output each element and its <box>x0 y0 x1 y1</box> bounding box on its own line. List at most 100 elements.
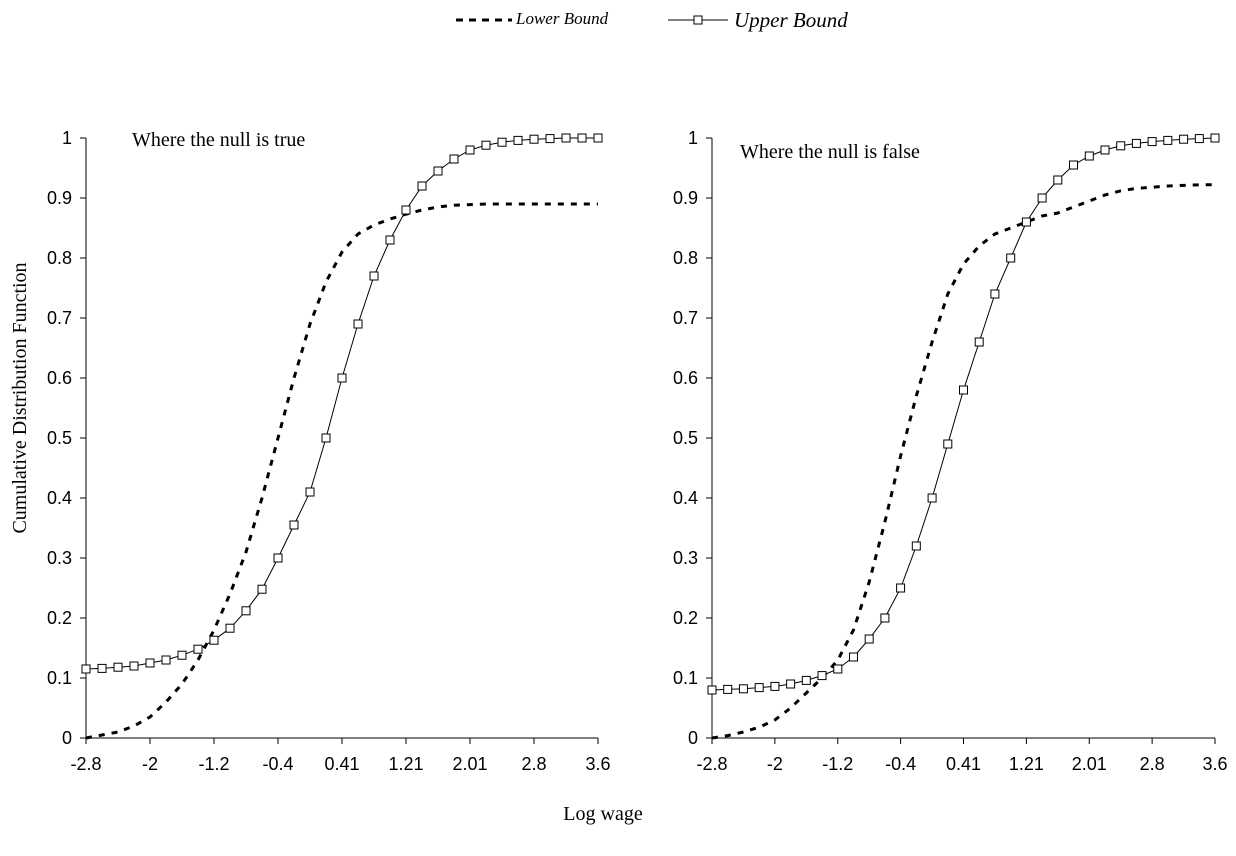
y-tick-label: 1 <box>688 128 698 148</box>
upper-bound-point <box>449 154 459 164</box>
upper-bound-point <box>849 652 858 662</box>
x-tick-label: 3.6 <box>1202 754 1227 774</box>
upper-bound-point <box>1131 138 1141 148</box>
lower-bound-line <box>85 202 598 740</box>
upper-bound-point <box>273 553 283 563</box>
x-tick-label: 2.01 <box>1072 754 1107 774</box>
upper-bound-point <box>385 235 395 245</box>
upper-bound-point <box>1084 151 1094 161</box>
y-tick-label: 0.1 <box>47 668 72 688</box>
upper-bound-line <box>85 137 598 670</box>
x-tick-label: 0.41 <box>946 754 981 774</box>
upper-bound-point <box>561 133 571 143</box>
y-tick-label: 0.1 <box>673 668 698 688</box>
upper-bound-point <box>545 134 555 144</box>
upper-bound-point <box>433 166 443 176</box>
upper-bound-point <box>97 663 107 673</box>
y-tick-label: 0.8 <box>673 248 698 268</box>
y-tick-label: 0.5 <box>673 428 698 448</box>
x-tick-label: -0.4 <box>885 754 916 774</box>
upper-bound-point <box>1053 175 1063 185</box>
y-tick-label: 0.7 <box>47 308 72 328</box>
upper-bound-point <box>81 664 91 674</box>
upper-bound-point <box>1021 217 1031 227</box>
y-tick-label: 0.5 <box>47 428 72 448</box>
legend: Lower Bound Upper Bound <box>456 8 848 32</box>
panel-annotation: Where the null is true <box>132 129 305 151</box>
upper-bound-point <box>911 541 921 551</box>
legend-upper-label: Upper Bound <box>734 8 848 32</box>
upper-bound-point <box>1194 134 1204 144</box>
y-tick-label: 0.7 <box>673 308 698 328</box>
x-tick-label: 3.6 <box>585 754 610 774</box>
y-tick-label: 1 <box>62 128 72 148</box>
upper-bound-point <box>321 433 331 443</box>
y-tick-label: 0 <box>62 728 72 748</box>
y-tick-label: 0.6 <box>673 368 698 388</box>
upper-bound-point <box>465 145 475 155</box>
upper-bound-point <box>801 675 811 685</box>
x-tick-label: 2.8 <box>1140 754 1165 774</box>
upper-bound-point <box>770 681 780 691</box>
y-tick-label: 0.4 <box>47 488 72 508</box>
left-panel: 0 0.1 0.2 0.3 0.4 0.5 0.6 0.7 0.8 0.9 1 -2.8 -2 -1.2 -… <box>47 128 611 774</box>
upper-bound-point <box>1163 135 1173 145</box>
panel-annotation: Where the null is false <box>740 141 920 163</box>
y-tick-label: 0.2 <box>673 608 698 628</box>
upper-bound-point <box>723 684 733 694</box>
upper-bound-point <box>337 373 347 383</box>
x-tick-label: -1.2 <box>822 754 853 774</box>
upper-bound-point <box>129 661 139 671</box>
upper-bound-point <box>481 140 491 150</box>
upper-bound-point <box>417 181 427 191</box>
x-tick-label: -0.4 <box>262 754 293 774</box>
upper-bound-point <box>864 634 874 644</box>
upper-bound-point <box>113 662 123 672</box>
y-tick-label: 0.3 <box>673 548 698 568</box>
x-tick-label: 2.01 <box>452 754 487 774</box>
y-axis-label: Cumulative Distribution Function <box>9 262 31 533</box>
x-tick-label: -1.2 <box>198 754 229 774</box>
upper-bound-point <box>943 439 953 449</box>
x-axis-label: Log wage <box>563 803 643 825</box>
upper-bound-point <box>896 583 906 593</box>
upper-bound-point <box>401 205 411 215</box>
upper-bound-point <box>738 684 748 694</box>
upper-bound-point <box>786 679 796 689</box>
x-tick-label: 1.21 <box>1009 754 1044 774</box>
x-tick-label: -2.8 <box>70 754 101 774</box>
upper-bound-point <box>959 385 968 395</box>
upper-bound-point <box>1147 137 1157 147</box>
y-tick-label: 0.4 <box>673 488 698 508</box>
x-tick-label: 0.41 <box>324 754 359 774</box>
x-tick-label: 1.21 <box>388 754 423 774</box>
upper-bound-point <box>754 683 764 693</box>
y-tick-label: 0.9 <box>673 188 698 208</box>
x-tick-label: -2.8 <box>696 754 727 774</box>
legend-upper-marker <box>693 15 703 25</box>
upper-bound-point <box>1210 133 1220 143</box>
upper-bound-point <box>289 520 299 530</box>
upper-bound-point <box>369 271 379 281</box>
upper-bound-point <box>241 606 251 616</box>
upper-bound-point <box>593 133 603 143</box>
y-tick-label: 0 <box>688 728 698 748</box>
upper-bound-point <box>990 289 1000 299</box>
upper-bound-point <box>305 487 315 497</box>
y-tick-label: 0.8 <box>47 248 72 268</box>
upper-bound-point <box>1100 145 1110 155</box>
upper-bound-point <box>927 493 937 503</box>
upper-bound-point <box>1116 141 1126 151</box>
upper-bound-point <box>529 134 539 144</box>
x-tick-label: -2 <box>767 754 783 774</box>
upper-bound-point <box>209 635 219 645</box>
upper-bound-point <box>193 644 203 654</box>
upper-bound-point <box>161 655 171 665</box>
x-tick-label: 2.8 <box>521 754 546 774</box>
upper-bound-point <box>497 137 507 147</box>
upper-bound-point <box>257 584 267 594</box>
upper-bound-point <box>1037 193 1047 203</box>
upper-bound-point <box>177 650 187 660</box>
upper-bound-point <box>225 623 235 633</box>
upper-bound-point <box>513 135 523 145</box>
